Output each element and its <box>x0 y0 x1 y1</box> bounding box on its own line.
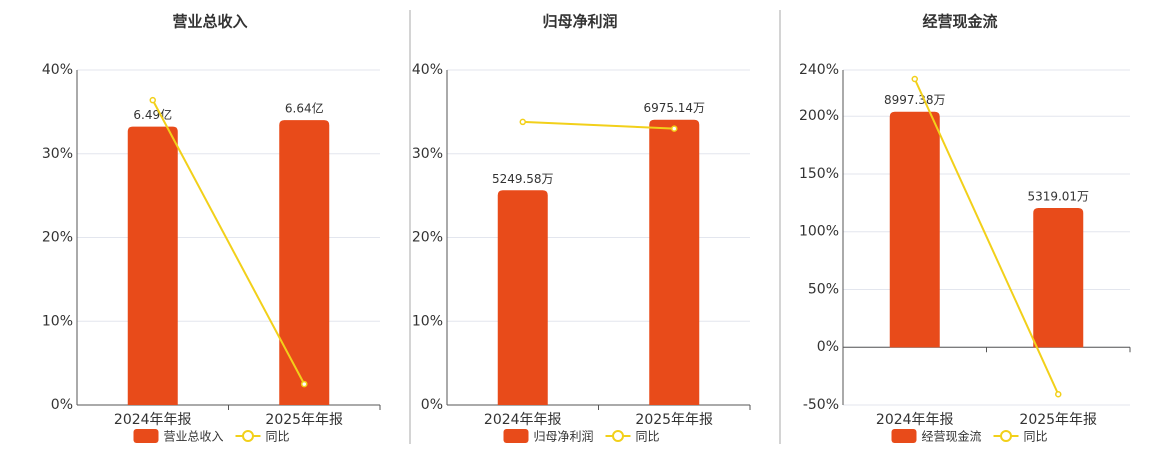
value-label: 6.64亿 <box>285 101 324 116</box>
bar <box>1033 208 1084 348</box>
legend-swatch <box>1000 430 1012 442</box>
line-marker <box>1055 391 1062 398</box>
chart-title: 营业总收入 <box>172 13 247 31</box>
y-tick-label: 200% <box>799 108 839 124</box>
chart-title: 经营现金流 <box>922 13 997 31</box>
value-label: 5319.01万 <box>1027 190 1089 204</box>
y-tick-label: 40% <box>412 62 443 78</box>
x-tick-label: 2025年年报 <box>265 412 343 428</box>
bar <box>649 119 700 405</box>
y-tick-label: 240% <box>799 62 839 78</box>
line-marker <box>301 380 308 388</box>
bar <box>279 120 330 405</box>
legend-swatch <box>891 429 917 443</box>
y-tick-label: 20% <box>42 230 73 246</box>
bar <box>889 111 940 348</box>
y-tick-label: 30% <box>412 146 443 162</box>
x-tick-label: 2025年年报 <box>1019 412 1097 428</box>
y-tick-label: 20% <box>412 230 443 246</box>
line <box>913 78 1060 395</box>
value-label: 8997.38万 <box>884 93 946 107</box>
legend-swatch <box>503 429 529 443</box>
line <box>151 99 306 385</box>
legend-label: 同比 <box>636 430 660 444</box>
legend-label: 同比 <box>266 430 290 444</box>
chart-title: 归母净利润 <box>542 13 617 31</box>
y-tick-label: 50% <box>808 281 839 297</box>
legend-label: 同比 <box>1024 430 1048 444</box>
y-tick-label: 30% <box>42 146 73 162</box>
legend-label: 营业总收入 <box>164 430 224 444</box>
bar <box>497 190 548 405</box>
line-marker <box>519 118 526 126</box>
legend-label: 归母净利润 <box>534 430 594 444</box>
y-tick-label: 0% <box>51 397 73 413</box>
value-label: 6975.14万 <box>643 101 705 115</box>
line <box>522 120 675 130</box>
legend-swatch <box>242 430 254 442</box>
y-tick-label: 150% <box>799 166 839 182</box>
line-marker <box>671 125 678 132</box>
value-label: 6.49亿 <box>133 107 172 122</box>
x-tick-label: 2024年年报 <box>114 412 192 428</box>
y-tick-label: 100% <box>799 224 839 240</box>
legend-swatch <box>133 429 159 443</box>
y-tick-label: 0% <box>817 339 839 355</box>
value-label: 5249.58万 <box>492 172 554 186</box>
y-tick-label: 0% <box>421 397 443 413</box>
y-tick-label: -50% <box>803 397 839 413</box>
y-tick-label: 10% <box>412 313 443 329</box>
x-tick-label: 2025年年报 <box>635 412 713 428</box>
y-tick-label: 10% <box>42 313 73 329</box>
bar <box>127 126 178 405</box>
x-tick-label: 2024年年报 <box>876 412 954 428</box>
legend-swatch <box>612 430 624 442</box>
y-tick-label: 40% <box>42 62 73 78</box>
legend-label: 经营现金流 <box>922 429 982 444</box>
line-marker <box>911 75 918 83</box>
line-marker <box>149 96 156 104</box>
x-tick-label: 2024年年报 <box>484 412 562 428</box>
